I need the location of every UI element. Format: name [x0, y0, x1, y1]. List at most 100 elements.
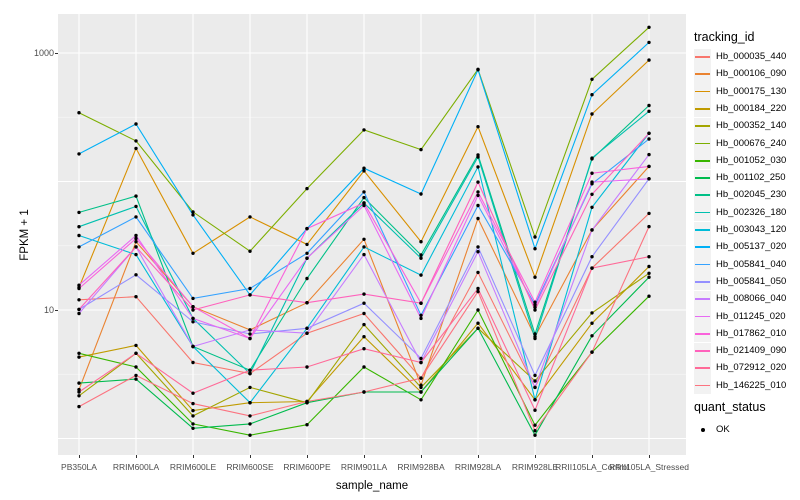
data-point	[134, 252, 138, 257]
data-point	[590, 156, 594, 160]
legend-key-Hb_005841_040	[694, 256, 711, 274]
legend-label-Hb_005137_020: Hb_005137_020	[716, 241, 787, 253]
data-point	[590, 77, 594, 81]
data-point	[248, 368, 252, 372]
data-point	[590, 334, 594, 338]
panel-background	[58, 14, 686, 455]
data-point	[476, 250, 480, 254]
data-point	[305, 276, 309, 281]
data-point	[476, 125, 480, 129]
data-point	[476, 245, 480, 249]
data-point	[134, 146, 138, 151]
data-point	[590, 350, 594, 354]
data-point	[533, 305, 537, 309]
data-point	[77, 245, 81, 249]
data-point	[362, 390, 366, 394]
data-point	[419, 385, 423, 390]
legend-key-Hb_002045_230	[694, 186, 711, 204]
data-point	[191, 401, 195, 406]
legend-label-Hb_005841_050: Hb_005841_050	[716, 275, 787, 287]
data-point	[476, 155, 480, 159]
x-tick-label-RRIM600LE: RRIM600LE	[169, 462, 217, 472]
data-point	[191, 414, 195, 418]
legend-key-Hb_000676_240	[694, 135, 711, 152]
data-point	[647, 224, 651, 229]
data-point	[419, 356, 423, 361]
data-point	[419, 360, 423, 365]
data-point	[590, 311, 594, 315]
data-point	[305, 226, 309, 231]
data-point	[362, 292, 366, 296]
legend-title-quant-status: quant_status	[694, 400, 766, 414]
legend-label-Hb_008066_040: Hb_008066_040	[716, 293, 787, 305]
legend-line-sample	[695, 332, 710, 335]
data-point	[476, 68, 480, 72]
data-point	[191, 408, 195, 413]
legend-label-Hb_001052_030: Hb_001052_030	[716, 154, 787, 166]
data-point	[647, 40, 651, 45]
x-tick-label-RRII105LA_Stressed: RRII105LA_Stressed	[609, 462, 689, 472]
x-tick-mark	[648, 455, 650, 458]
data-point	[305, 399, 309, 404]
legend-key-Hb_011245_020	[694, 308, 711, 325]
y-tick-label: 10	[43, 304, 54, 315]
data-point	[419, 253, 423, 257]
legend-line-sample	[695, 280, 710, 283]
data-point	[533, 235, 537, 239]
x-tick-label-RRIM901LA: RRIM901LA	[340, 462, 388, 472]
data-point	[77, 394, 81, 398]
data-point	[134, 236, 138, 241]
data-point	[77, 404, 81, 409]
legend-line-sample	[695, 384, 710, 387]
data-point	[248, 249, 252, 253]
data-point	[248, 414, 252, 418]
data-point	[77, 210, 81, 215]
x-tick-label-RRII105LA_Control: RRII105LA_Control	[555, 462, 629, 472]
data-point	[134, 373, 138, 378]
data-point	[362, 166, 366, 170]
data-point	[77, 283, 81, 287]
data-point	[77, 225, 81, 229]
data-point	[362, 322, 366, 327]
data-point	[647, 255, 651, 259]
legend-label-Hb_000184_220: Hb_000184_220	[716, 102, 787, 114]
data-point	[248, 215, 252, 219]
data-point	[191, 210, 195, 214]
legend-key-Hb_146225_010	[694, 377, 711, 395]
data-point	[533, 275, 537, 279]
data-point	[533, 423, 537, 427]
data-point	[77, 233, 81, 238]
data-point	[419, 316, 423, 321]
data-point	[533, 429, 537, 433]
x-tick-label-RRIM600LA: RRIM600LA	[112, 462, 160, 472]
legend-line-sample	[695, 229, 710, 231]
data-point	[533, 433, 537, 437]
data-point	[533, 408, 537, 412]
legend-line-sample	[695, 107, 710, 110]
legend-label-Hb_000106_090: Hb_000106_090	[716, 68, 787, 80]
data-point	[134, 377, 138, 381]
data-point	[191, 391, 195, 395]
legend-line-sample	[695, 90, 710, 93]
legend-line-sample	[695, 211, 710, 214]
data-point	[362, 365, 366, 369]
x-tick-mark	[78, 455, 80, 458]
data-point	[77, 152, 81, 156]
data-point	[248, 286, 252, 291]
x-tick-mark	[192, 455, 194, 458]
data-point	[533, 303, 537, 307]
legend-line-sample	[695, 367, 710, 370]
data-point	[419, 147, 423, 152]
legend-label-Hb_011245_020: Hb_011245_020	[716, 310, 786, 322]
data-point	[419, 398, 423, 402]
data-point	[362, 195, 366, 200]
data-point	[305, 331, 309, 335]
data-point	[476, 326, 480, 330]
data-point	[476, 308, 480, 312]
data-point	[476, 270, 480, 275]
legend-line-sample	[695, 56, 710, 58]
legend-key-Hb_000352_140	[694, 117, 711, 135]
legend-key-Hb_005841_050	[694, 273, 711, 291]
legend-label-Hb_002326_180: Hb_002326_180	[716, 206, 787, 218]
data-point	[476, 180, 480, 184]
